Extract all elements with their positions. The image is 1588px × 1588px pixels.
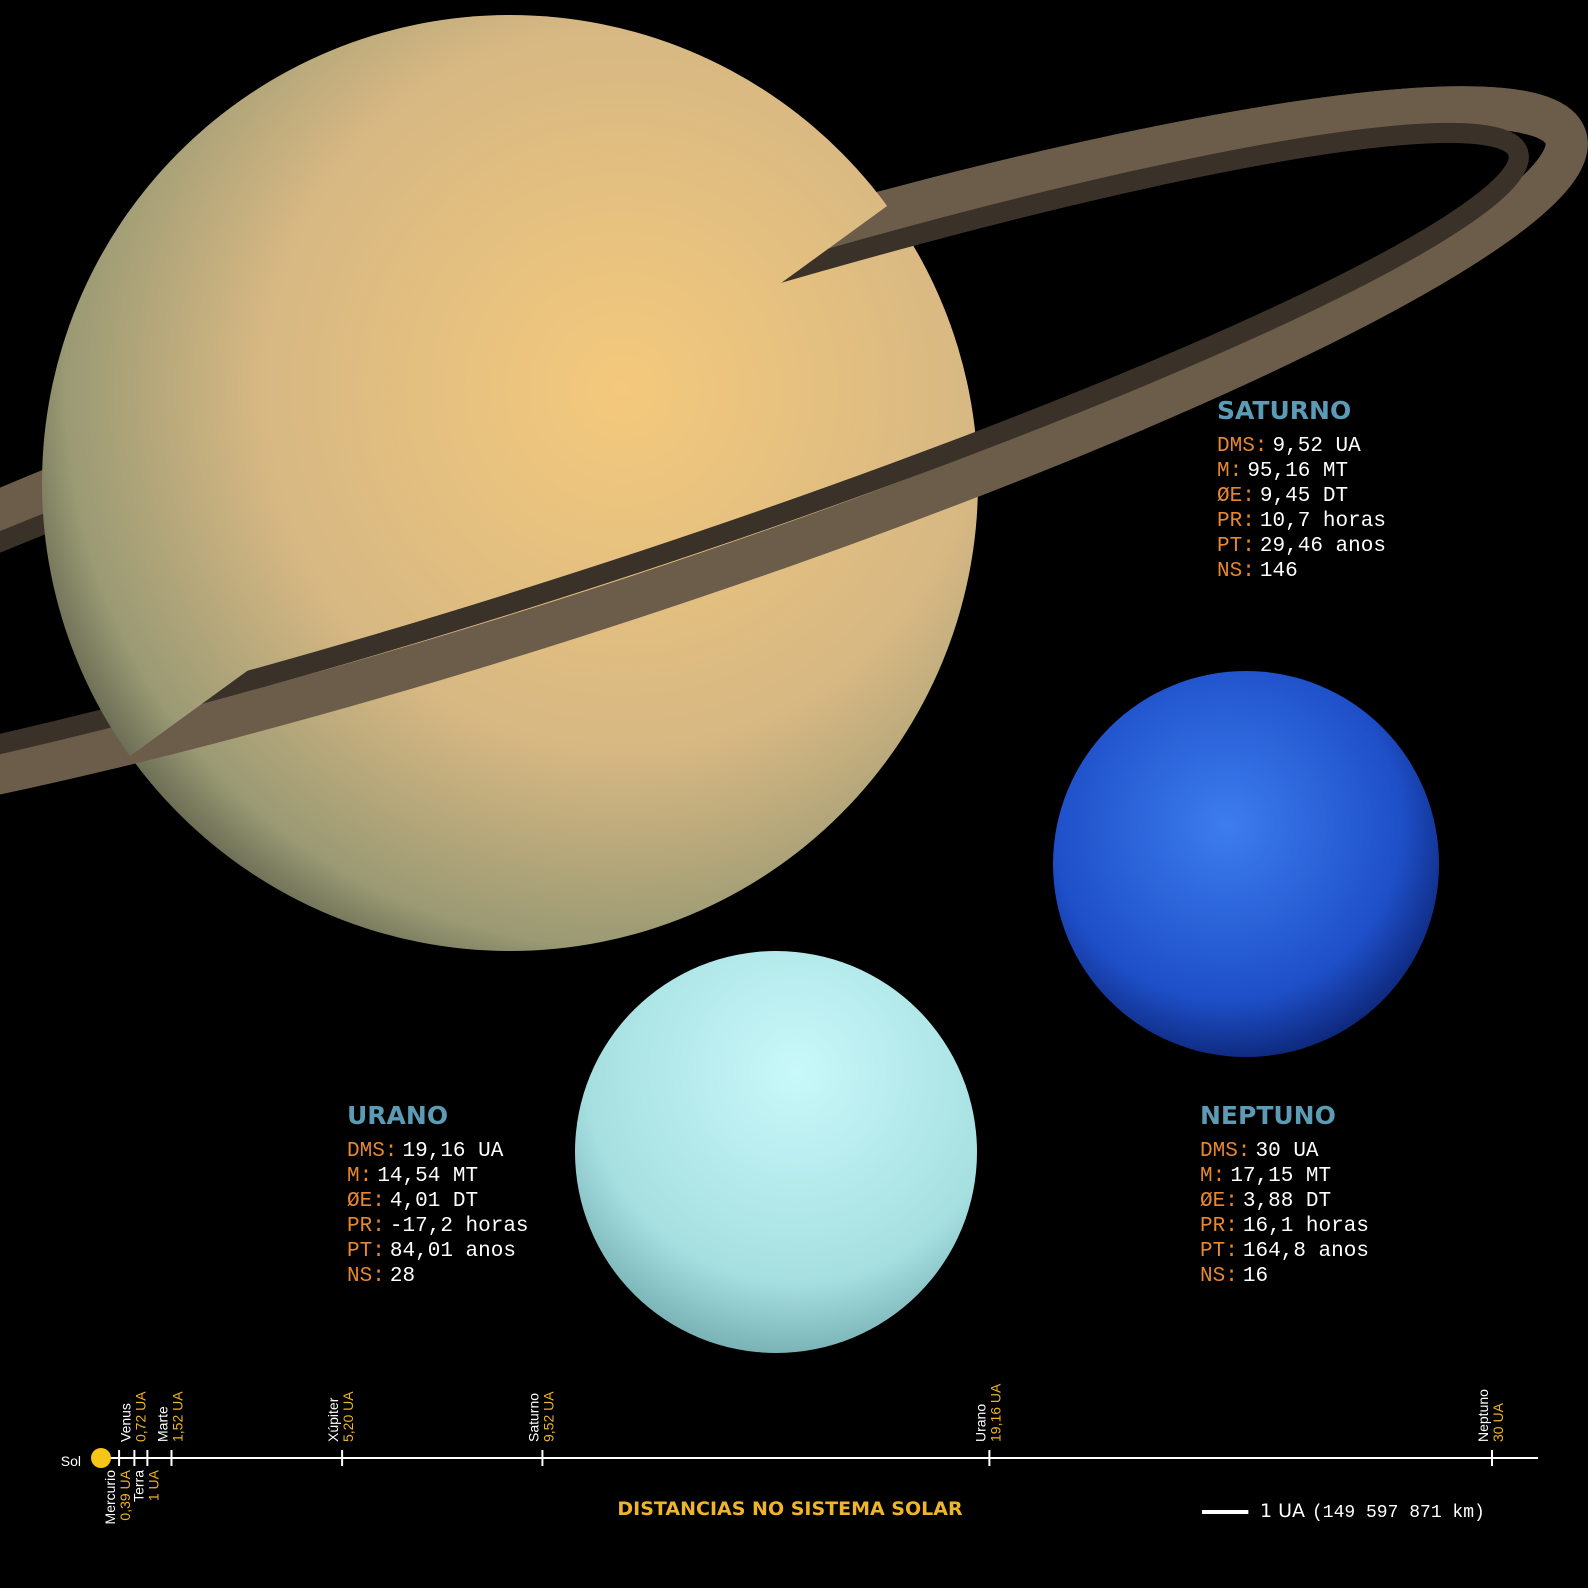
fact: PR: -17,2 horas: [347, 1215, 529, 1238]
body-label: Xúpiter 5,20 UA: [325, 1391, 356, 1442]
body-name: Terra: [130, 1470, 146, 1502]
fact-value: 3,88 DT: [1243, 1190, 1331, 1213]
fact-key: DMS:: [347, 1140, 397, 1163]
body-label: Neptuno 30 UA: [1475, 1389, 1506, 1442]
fact-value: 95,16 MT: [1247, 460, 1348, 483]
fact-value: 29,46 anos: [1260, 535, 1386, 558]
fact-key: M:: [347, 1165, 372, 1188]
fact-value: 146: [1260, 560, 1298, 583]
fact: DMS: 9,52 UA: [1217, 435, 1361, 458]
body-name: Mercurio: [102, 1470, 118, 1525]
uranus-image: [575, 951, 977, 1353]
body-label: Terra 1 UA: [130, 1469, 161, 1502]
fact: PT: 84,01 anos: [347, 1240, 516, 1263]
body-distance: 1 UA: [145, 1469, 161, 1501]
fact: DMS: 19,16 UA: [347, 1140, 504, 1163]
body-distance: 9,52 UA: [540, 1391, 556, 1442]
fact-value: 16,1 horas: [1243, 1215, 1369, 1238]
scale-note: (149 597 871 km): [1312, 1503, 1485, 1523]
fact: ØE: 3,88 DT: [1200, 1190, 1331, 1213]
fact: NS: 28: [347, 1265, 415, 1288]
fact-key: PT:: [1217, 535, 1255, 558]
fact-key: M:: [1200, 1165, 1225, 1188]
fact-key: NS:: [1200, 1265, 1238, 1288]
fact-value: 4,01 DT: [390, 1190, 478, 1213]
fact-key: NS:: [347, 1265, 385, 1288]
fact-key: NS:: [1217, 560, 1255, 583]
fact: M: 95,16 MT: [1217, 460, 1348, 483]
fact-key: PR:: [1217, 510, 1255, 533]
fact-key: ØE:: [1200, 1190, 1238, 1213]
fact: PT: 29,46 anos: [1217, 535, 1386, 558]
body-distance: 0,72 UA: [132, 1391, 148, 1442]
fact-value: 10,7 horas: [1260, 510, 1386, 533]
fact-value: 14,54 MT: [377, 1165, 478, 1188]
fact: ØE: 4,01 DT: [347, 1190, 478, 1213]
body-name: Saturno: [525, 1393, 541, 1442]
fact: DMS: 30 UA: [1200, 1140, 1319, 1163]
body-distance: 19,16 UA: [987, 1383, 1003, 1442]
axis-title: DISTANCIAS NO SISTEMA SOLAR: [617, 1498, 963, 1520]
body-name: Xúpiter: [325, 1397, 341, 1442]
fact: NS: 146: [1217, 560, 1298, 583]
fact-value: 9,52 UA: [1273, 435, 1362, 458]
fact: PR: 10,7 horas: [1217, 510, 1386, 533]
body-name: Marte: [154, 1406, 170, 1442]
planet-title: SATURNO: [1217, 396, 1351, 425]
body-label: Urano 19,16 UA: [972, 1383, 1003, 1442]
fact: PT: 164,8 anos: [1200, 1240, 1369, 1263]
planet-title: URANO: [347, 1101, 448, 1130]
body-name: Venus: [117, 1403, 133, 1442]
fact-key: DMS:: [1217, 435, 1267, 458]
sun-label: Sol: [61, 1453, 81, 1469]
fact: NS: 16: [1200, 1265, 1268, 1288]
fact: PR: 16,1 horas: [1200, 1215, 1369, 1238]
body-distance: 0,39 UA: [117, 1469, 133, 1520]
fact-value: 28: [390, 1265, 415, 1288]
fact-value: -17,2 horas: [390, 1215, 529, 1238]
fact-key: PR:: [347, 1215, 385, 1238]
fact-key: M:: [1217, 460, 1242, 483]
body-name: Urano: [972, 1404, 988, 1442]
fact-value: 16: [1243, 1265, 1268, 1288]
fact-value: 84,01 anos: [390, 1240, 516, 1263]
fact-key: DMS:: [1200, 1140, 1250, 1163]
planet-title: NEPTUNO: [1200, 1101, 1336, 1130]
fact-value: 30 UA: [1256, 1140, 1319, 1163]
body-label: Saturno 9,52 UA: [525, 1391, 556, 1442]
fact-value: 19,16 UA: [403, 1140, 504, 1163]
body-label: Mercurio 0,39 UA: [102, 1469, 133, 1524]
fact: M: 14,54 MT: [347, 1165, 478, 1188]
saturn-image: [0, 15, 1588, 951]
neptune-image: [1053, 671, 1439, 1057]
scale-label: 1 UA: [1260, 1500, 1305, 1522]
fact-key: PT:: [1200, 1240, 1238, 1263]
fact-value: 17,15 MT: [1230, 1165, 1331, 1188]
body-label: Marte 1,52 UA: [154, 1391, 185, 1442]
fact: M: 17,15 MT: [1200, 1165, 1331, 1188]
fact-key: PR:: [1200, 1215, 1238, 1238]
body-distance: 30 UA: [1490, 1402, 1506, 1442]
body-name: Neptuno: [1475, 1389, 1491, 1442]
fact: ØE: 9,45 DT: [1217, 485, 1348, 508]
fact-value: 9,45 DT: [1260, 485, 1348, 508]
fact-key: ØE:: [347, 1190, 385, 1213]
sun: [91, 1448, 111, 1468]
body-distance: 5,20 UA: [340, 1391, 356, 1442]
fact-value: 164,8 anos: [1243, 1240, 1369, 1263]
body-distance: 1,52 UA: [169, 1391, 185, 1442]
body-label: Venus 0,72 UA: [117, 1391, 148, 1442]
fact-key: PT:: [347, 1240, 385, 1263]
fact-key: ØE:: [1217, 485, 1255, 508]
